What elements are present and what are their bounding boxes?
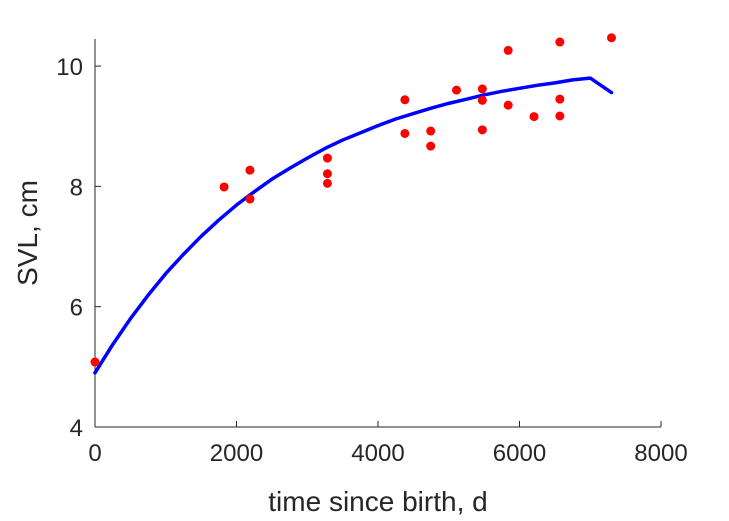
data-point bbox=[245, 165, 255, 175]
data-point bbox=[477, 95, 487, 105]
y-tick-label: 6 bbox=[70, 295, 83, 322]
data-point bbox=[90, 357, 100, 367]
data-point bbox=[529, 112, 539, 122]
y-axis-title: SVL, cm bbox=[12, 180, 43, 286]
data-point bbox=[245, 194, 255, 204]
data-point bbox=[426, 126, 436, 136]
x-tick-label: 2000 bbox=[210, 440, 263, 467]
x-tick-label: 6000 bbox=[493, 440, 546, 467]
data-point bbox=[322, 153, 332, 163]
y-tick-label: 10 bbox=[56, 54, 83, 81]
data-point bbox=[477, 84, 487, 94]
x-tick-label: 4000 bbox=[351, 440, 404, 467]
data-point bbox=[322, 169, 332, 179]
data-point bbox=[477, 125, 487, 135]
plot-axes bbox=[94, 39, 661, 428]
data-point bbox=[219, 182, 229, 192]
data-point bbox=[322, 178, 332, 188]
data-point bbox=[452, 85, 462, 95]
data-point bbox=[400, 95, 410, 105]
data-point bbox=[555, 94, 565, 104]
x-tick-label: 0 bbox=[88, 440, 101, 467]
data-point bbox=[426, 141, 436, 151]
data-point bbox=[503, 100, 513, 110]
data-points-layer bbox=[90, 33, 616, 367]
data-point bbox=[503, 45, 513, 55]
x-axis-title: time since birth, d bbox=[268, 486, 487, 517]
data-point bbox=[555, 37, 565, 47]
y-tick-label: 8 bbox=[70, 174, 83, 201]
x-tick-label: 8000 bbox=[634, 440, 687, 467]
axis-ticks: 0 2000 4000 6000 8000 4 6 8 10 bbox=[56, 54, 687, 467]
data-point bbox=[555, 111, 565, 121]
fit-curve-layer bbox=[93, 76, 614, 375]
y-tick-label: 4 bbox=[70, 415, 83, 442]
data-point bbox=[400, 128, 410, 138]
data-point bbox=[606, 33, 616, 43]
fit-curve-line bbox=[93, 76, 614, 375]
